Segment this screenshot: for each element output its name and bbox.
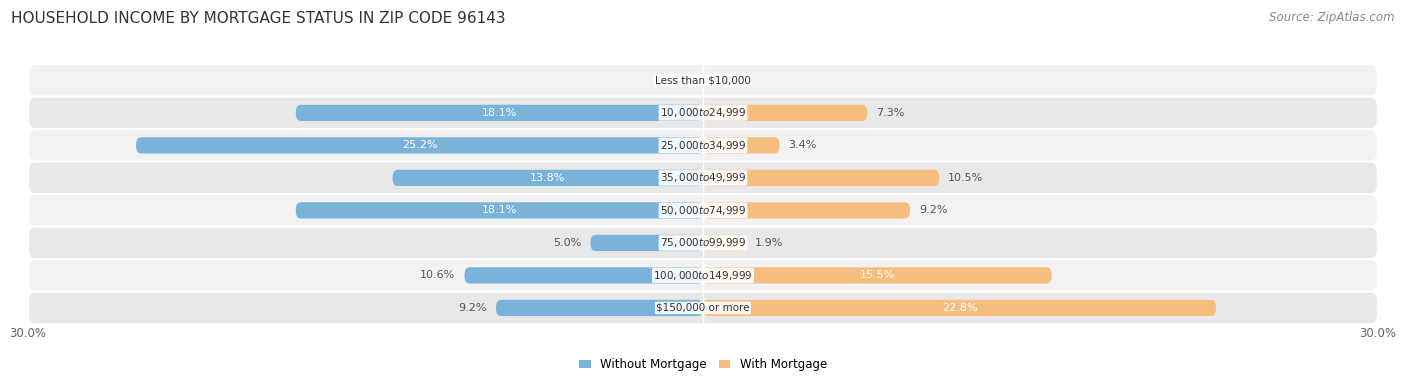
- FancyBboxPatch shape: [28, 194, 1378, 227]
- FancyBboxPatch shape: [703, 300, 1216, 316]
- FancyBboxPatch shape: [496, 300, 703, 316]
- FancyBboxPatch shape: [703, 202, 910, 219]
- Text: 10.6%: 10.6%: [420, 270, 456, 280]
- Legend: Without Mortgage, With Mortgage: Without Mortgage, With Mortgage: [574, 353, 832, 375]
- Text: $10,000 to $24,999: $10,000 to $24,999: [659, 106, 747, 120]
- FancyBboxPatch shape: [295, 202, 703, 219]
- Text: 3.4%: 3.4%: [789, 140, 817, 150]
- Text: 18.1%: 18.1%: [482, 205, 517, 215]
- FancyBboxPatch shape: [28, 64, 1378, 97]
- Text: $100,000 to $149,999: $100,000 to $149,999: [654, 269, 752, 282]
- Text: 9.2%: 9.2%: [920, 205, 948, 215]
- Text: 22.8%: 22.8%: [942, 303, 977, 313]
- FancyBboxPatch shape: [464, 267, 703, 284]
- Text: 0.0%: 0.0%: [666, 75, 695, 85]
- FancyBboxPatch shape: [28, 97, 1378, 129]
- Text: Less than $10,000: Less than $10,000: [655, 75, 751, 85]
- Text: Source: ZipAtlas.com: Source: ZipAtlas.com: [1270, 11, 1395, 24]
- FancyBboxPatch shape: [703, 267, 1052, 284]
- FancyBboxPatch shape: [703, 170, 939, 186]
- Text: HOUSEHOLD INCOME BY MORTGAGE STATUS IN ZIP CODE 96143: HOUSEHOLD INCOME BY MORTGAGE STATUS IN Z…: [11, 11, 506, 26]
- FancyBboxPatch shape: [28, 162, 1378, 194]
- FancyBboxPatch shape: [28, 259, 1378, 292]
- Text: 9.2%: 9.2%: [458, 303, 486, 313]
- Text: $25,000 to $34,999: $25,000 to $34,999: [659, 139, 747, 152]
- FancyBboxPatch shape: [392, 170, 703, 186]
- Text: $50,000 to $74,999: $50,000 to $74,999: [659, 204, 747, 217]
- Text: 1.9%: 1.9%: [755, 238, 783, 248]
- Text: 7.3%: 7.3%: [876, 108, 904, 118]
- FancyBboxPatch shape: [703, 105, 868, 121]
- FancyBboxPatch shape: [295, 105, 703, 121]
- FancyBboxPatch shape: [28, 129, 1378, 162]
- Text: 5.0%: 5.0%: [554, 238, 582, 248]
- Text: 25.2%: 25.2%: [402, 140, 437, 150]
- Text: 0.0%: 0.0%: [711, 75, 740, 85]
- Text: $75,000 to $99,999: $75,000 to $99,999: [659, 236, 747, 250]
- Text: 10.5%: 10.5%: [948, 173, 983, 183]
- Text: $35,000 to $49,999: $35,000 to $49,999: [659, 172, 747, 184]
- FancyBboxPatch shape: [28, 227, 1378, 259]
- FancyBboxPatch shape: [591, 235, 703, 251]
- FancyBboxPatch shape: [703, 137, 779, 153]
- FancyBboxPatch shape: [703, 235, 745, 251]
- FancyBboxPatch shape: [28, 292, 1378, 324]
- Text: 13.8%: 13.8%: [530, 173, 565, 183]
- Text: 18.1%: 18.1%: [482, 108, 517, 118]
- Text: 15.5%: 15.5%: [859, 270, 896, 280]
- FancyBboxPatch shape: [136, 137, 703, 153]
- Text: $150,000 or more: $150,000 or more: [657, 303, 749, 313]
